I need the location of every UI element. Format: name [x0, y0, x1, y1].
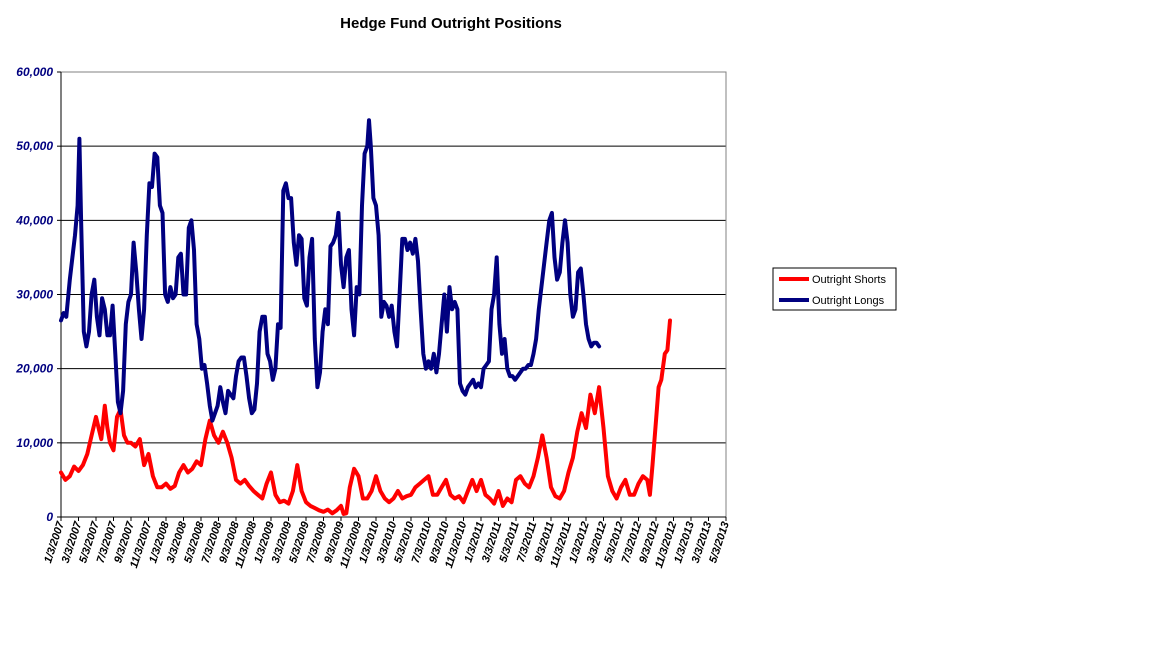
legend-box	[772, 267, 897, 311]
legend-label-shorts: Outright Shorts	[812, 274, 886, 286]
legend: Outright Shorts Outright Longs	[772, 267, 897, 311]
y-tick-label: 40,000	[15, 213, 53, 227]
series-line-outright-shorts	[59, 318, 672, 516]
series-lines	[59, 118, 672, 516]
x-axis-ticks: 1/3/20073/3/20075/3/20077/3/20079/3/2007…	[42, 517, 732, 570]
y-axis-ticks: 0 10,000 20,000 30,000 40,000 50,000 60,000	[15, 65, 61, 524]
series-line-outright-longs	[59, 118, 602, 423]
y-tick-label: 60,000	[16, 65, 53, 79]
y-tick-label: 50,000	[16, 139, 53, 153]
y-tick-label: 20,000	[15, 362, 53, 376]
y-tick-label: 0	[46, 510, 53, 524]
y-tick-label: 10,000	[16, 436, 53, 450]
y-tick-label: 30,000	[16, 288, 53, 302]
legend-label-longs: Outright Longs	[812, 295, 885, 307]
chart-title: Hedge Fund Outright Positions	[340, 15, 562, 32]
